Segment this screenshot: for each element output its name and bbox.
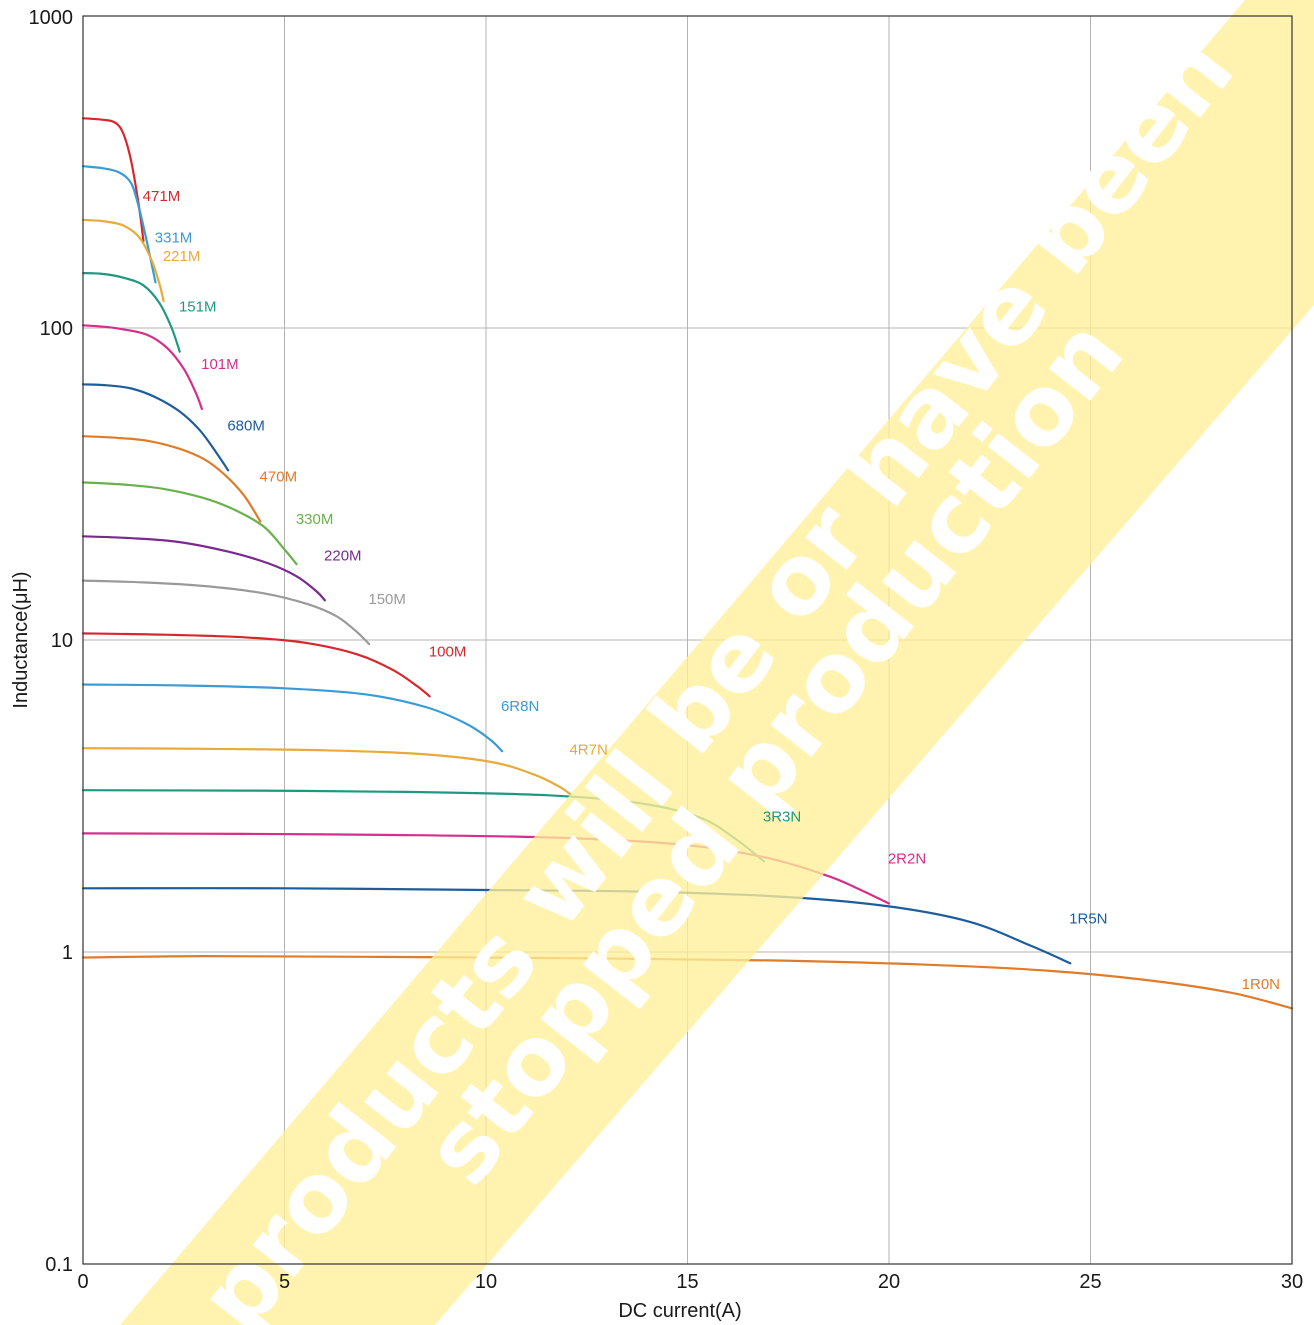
series-label-221M: 221M (163, 248, 201, 265)
series-label-470M: 470M (260, 468, 298, 485)
x-tick-label-1: 5 (279, 1271, 290, 1293)
series-label-471M: 471M (143, 188, 181, 205)
series-label-101M: 101M (201, 356, 239, 373)
series-label-3R3N: 3R3N (763, 809, 801, 826)
y-tick-label-4: 1000 (29, 7, 74, 29)
series-line-330M (81, 481, 298, 566)
series-line-221M (81, 218, 165, 303)
y-tick-label-1: 1 (62, 942, 73, 964)
series-line-220M (81, 535, 326, 602)
series-line-4R7N (81, 747, 572, 796)
y-tick-label-2: 10 (51, 630, 73, 652)
y-tick-label-0: 0.1 (45, 1254, 73, 1276)
series-label-2R2N: 2R2N (888, 851, 926, 868)
y-tick-label-3: 100 (40, 318, 73, 340)
series-label-331M: 331M (155, 229, 193, 246)
x-tick-label-4: 20 (878, 1271, 900, 1293)
x-tick-label-2: 10 (475, 1271, 497, 1293)
series-line-100M (81, 632, 431, 698)
series-label-100M: 100M (429, 643, 467, 660)
x-tick-label-6: 30 (1281, 1271, 1303, 1293)
series-label-150M: 150M (368, 591, 406, 608)
x-axis-title: DC current(A) (618, 1300, 741, 1322)
series-label-151M: 151M (179, 299, 217, 316)
series-label-4R7N: 4R7N (569, 741, 607, 758)
series-line-470M (81, 435, 262, 523)
series-labels: 471M 331M 221M 151M 101M 680M 470M 330M 220M 150M… (143, 188, 1280, 993)
plot-frame (82, 15, 1293, 1265)
series-line-101M (81, 324, 203, 411)
series-label-330M: 330M (296, 511, 334, 528)
series-label-1R5N: 1R5N (1069, 910, 1107, 927)
series-label-1R0N: 1R0N (1242, 976, 1280, 993)
series-label-220M: 220M (324, 547, 362, 564)
series-line-1R0N (81, 954, 1294, 1010)
watermark-band (120, 0, 1314, 1325)
series-line-680M (81, 383, 230, 472)
series-line-331M (81, 165, 157, 284)
x-tick-label-0: 0 (77, 1271, 88, 1293)
x-tick-label-3: 15 (676, 1271, 698, 1293)
series-label-680M: 680M (227, 417, 265, 434)
y-axis-title: Inductance(μH) (10, 571, 32, 708)
tick-labels: 0 5 10 15 20 25 30 0.1 1 10 100 1000 (29, 7, 1304, 1293)
series-line-151M (81, 272, 181, 353)
x-tick-label-5: 25 (1079, 1271, 1101, 1293)
series-line-150M (81, 579, 371, 646)
series-label-6R8N: 6R8N (501, 698, 539, 715)
series-line-6R8N (81, 683, 504, 753)
